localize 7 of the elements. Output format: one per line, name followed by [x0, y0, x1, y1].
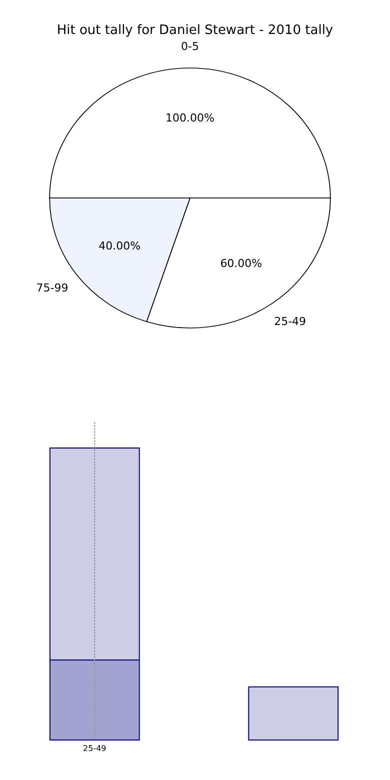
data-label: 40.00%	[98, 239, 141, 252]
slice-label: 0-5	[181, 40, 199, 53]
data-label: 100.00%	[166, 111, 214, 124]
data-label: 60.00%	[220, 257, 262, 270]
slice-label: 25-49	[274, 314, 306, 328]
chart-title: Hit out tally for Daniel Stewart - 2010 tally	[56, 23, 334, 38]
slice-label: 75-99	[36, 281, 68, 294]
